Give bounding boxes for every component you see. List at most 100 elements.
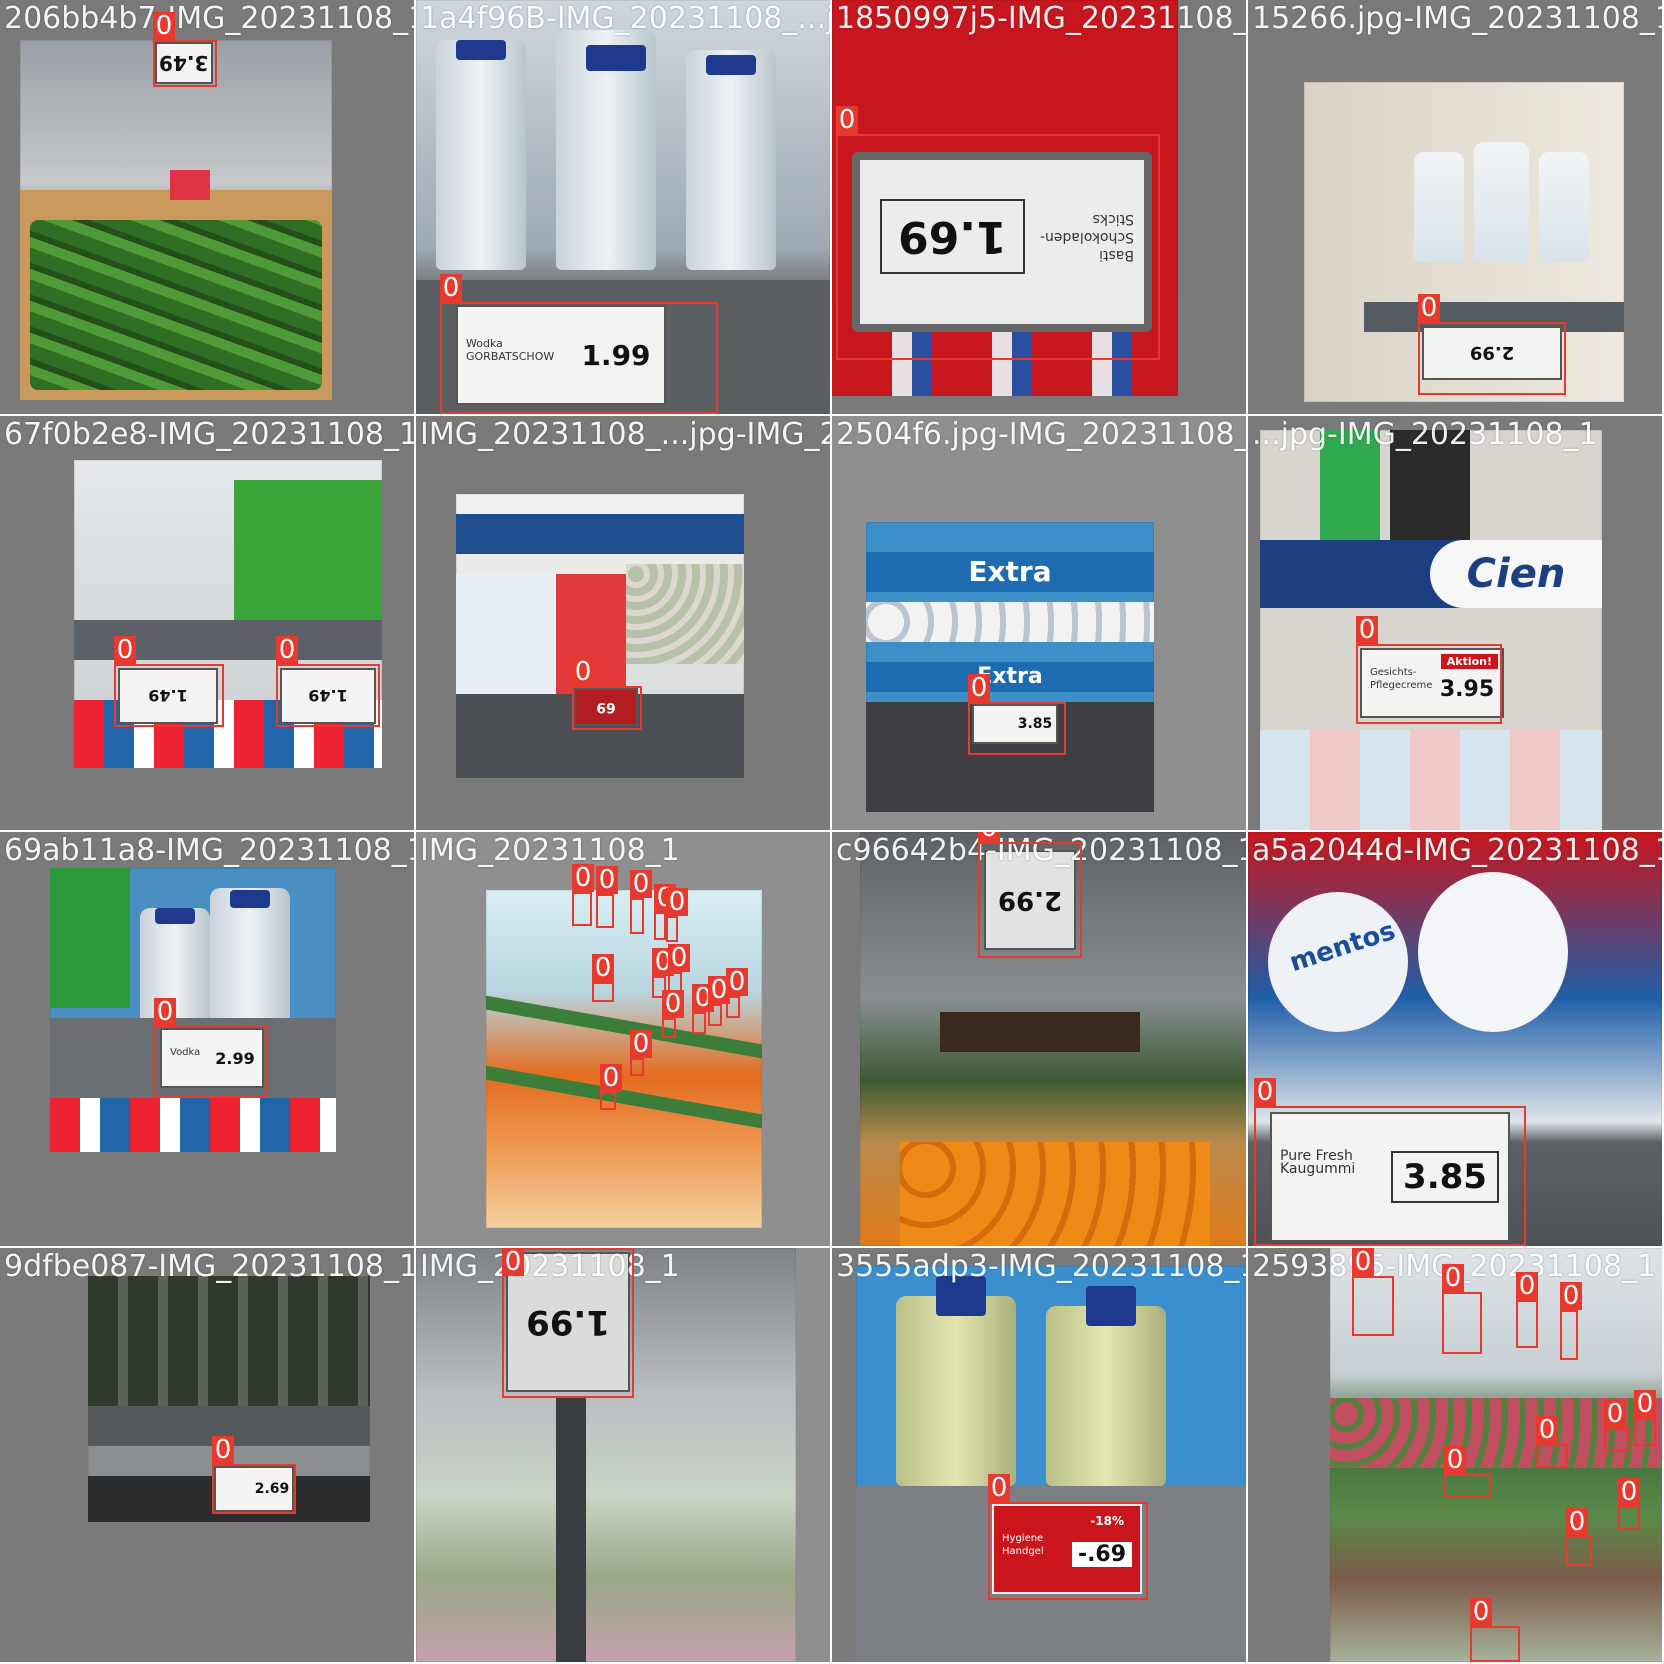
detection-class-label: 0 xyxy=(1352,1248,1374,1276)
photo-jaeger-shelf xyxy=(88,1276,370,1522)
price-label: Pure Fresh Kaugummi 3.85 xyxy=(1270,1112,1510,1242)
tile-filename: 15266.jpg-IMG_20231108_1 xyxy=(1252,1,1664,36)
detection-class-label: 0 xyxy=(114,636,136,664)
tile-filename: 67f0b2e8-IMG_20231108_12475820jpg-IMG_20… xyxy=(4,417,416,452)
detection-box: 0 xyxy=(1442,1264,1482,1354)
photo-extra-gum: Extra Extra xyxy=(866,522,1154,812)
detection-class-label: 0 xyxy=(502,1248,524,1276)
product-name: Hygiene Handgel xyxy=(1002,1533,1044,1557)
detection-class-label: 0 xyxy=(1356,616,1378,644)
detection-class-label: 0 xyxy=(708,976,730,1004)
price-label: Wodka GORBATSCHOW 1.99 xyxy=(456,305,666,405)
price-text: 2.69 xyxy=(254,1481,290,1497)
tile-vodka-rachmaninoff: Vodka 2.99 0 69ab11a8-IMG_20231108_12584… xyxy=(0,832,416,1248)
price-text: -.69 xyxy=(1071,1541,1133,1567)
detection-box: 0 xyxy=(726,968,748,1018)
detection-box: 0 xyxy=(440,274,718,414)
detection-box: 0 xyxy=(1634,1390,1656,1446)
detection-box: 0 xyxy=(1566,1508,1592,1566)
detection-box: 0 xyxy=(630,1030,652,1076)
tile-filename: 206bb4b7-IMG_20231108_164596698-IMG_2023… xyxy=(4,1,414,36)
detection-box: 0 xyxy=(600,1064,622,1110)
photo-vodka xyxy=(50,868,336,1152)
tile-schokoladen-sticks: 1.69 Basti Schokoladen-Sticks 0 1850997j… xyxy=(832,0,1248,416)
photo-cucumbers xyxy=(20,40,332,400)
detection-class-label: 0 xyxy=(154,998,176,1026)
detection-class-label: 0 xyxy=(836,106,858,134)
detection-box: 0 xyxy=(1536,1416,1568,1468)
price-label: Hygiene Handgel -18% -.69 xyxy=(992,1504,1142,1594)
detection-class-label: 0 xyxy=(978,832,1000,842)
detection-box: 0 xyxy=(276,636,380,727)
photo-produce-aisle xyxy=(486,890,762,1228)
tile-filename: IMG_20231108_1 xyxy=(420,833,680,868)
detection-box: 0 xyxy=(1356,616,1502,724)
detection-box: 0 xyxy=(1516,1272,1538,1348)
price-text: 3.85 xyxy=(1391,1151,1499,1203)
detection-box: 0 xyxy=(572,864,594,926)
detection-class-label: 0 xyxy=(1418,294,1440,322)
detection-box: 0 xyxy=(1418,294,1566,395)
detection-box: 0 xyxy=(212,1436,296,1514)
tile-sagrotan: 69 0 IMG_20231108_...jpg-IMG_20231108_1 xyxy=(416,416,832,832)
detection-class-label: 0 xyxy=(440,274,462,302)
brand-banner: Extra xyxy=(866,662,1154,692)
tile-jaeger-shelf: 2.69 0 9dfbe087-IMG_20231108_125692b.jpg… xyxy=(0,1248,416,1664)
detection-box: 0 xyxy=(666,888,688,942)
detection-class-label: 0 xyxy=(572,864,594,892)
detection-box: 0 xyxy=(968,674,1066,755)
price-label: Vodka 2.99 xyxy=(160,1028,264,1088)
photo-cien-shelf: Cien xyxy=(1260,430,1602,830)
price-text: 3.85 xyxy=(1017,716,1053,732)
detection-class-label: 0 xyxy=(630,1030,652,1058)
tile-wodka-gorbatschow: Wodka GORBATSCHOW 1.99 0 1a4f96B-IMG_202… xyxy=(416,0,832,416)
tile-cien-pflegecreme: Cien Gesichts-Pflegecreme Aktion! 3.95 0… xyxy=(1248,416,1664,832)
photo-handgel-vodka xyxy=(856,1266,1246,1660)
detection-class-label: 0 xyxy=(662,990,684,1018)
tile-produce-crates: 0 0 0 0 0 0 0 0 0 0 0 2593895-IMG_202311… xyxy=(1248,1248,1664,1664)
detection-class-label: 0 xyxy=(668,944,690,972)
price-text: 3.95 xyxy=(1439,676,1495,702)
photo-hygiene-gel xyxy=(1304,82,1624,402)
detection-class-label: 0 xyxy=(276,636,298,664)
detection-class-label: 0 xyxy=(1536,1416,1558,1444)
detection-box: 0 xyxy=(1254,1078,1526,1246)
product-name: Vodka xyxy=(170,1047,201,1058)
tile-tictac-gel: 1.49 1.49 0 0 67f0b2e8-IMG_20231108_1247… xyxy=(0,416,416,832)
detection-box: 0 xyxy=(596,866,618,928)
detection-box: 0 xyxy=(1618,1478,1640,1530)
detection-class-label: 0 xyxy=(630,870,652,898)
detection-box: 0 xyxy=(592,954,614,1002)
detection-class-label: 0 xyxy=(600,1064,622,1092)
detection-class-label: 0 xyxy=(726,968,748,996)
detection-box: 0 xyxy=(630,870,652,934)
brand-banner: Cien xyxy=(1260,540,1602,608)
tile-hygiene-gel-shelf: 2.99 0 15266.jpg-IMG_20231108_1 xyxy=(1248,0,1664,416)
tile-hygiene-handgel: Hygiene Handgel -18% -.69 0 3555adp3-IMG… xyxy=(832,1248,1248,1664)
detection-class-label: 0 xyxy=(1444,1446,1466,1474)
detection-class-label: 0 xyxy=(1618,1478,1640,1506)
detection-class-label: 0 xyxy=(1604,1400,1626,1428)
price-text: 1.99 xyxy=(581,338,651,372)
detection-box: 0 xyxy=(692,984,714,1034)
detection-class-label: 0 xyxy=(572,658,594,686)
detection-box: 0 xyxy=(1444,1446,1492,1498)
product-name: Gesichts-Pflegecreme xyxy=(1370,667,1433,691)
tile-cucumbers: 3.49 0 206bb4b7-IMG_20231108_164596698-I… xyxy=(0,0,416,416)
tile-mentos: mentos Pure Fresh Kaugummi 3.85 0 a5a204… xyxy=(1248,832,1664,1248)
detection-box: 0 xyxy=(988,1474,1148,1600)
detection-box: 0 xyxy=(836,106,1160,360)
detection-box: 0 xyxy=(654,884,676,940)
price-label: Gesichts-Pflegecreme Aktion! 3.95 xyxy=(1360,648,1504,718)
detection-box: 0 xyxy=(153,12,217,87)
brand-banner: Extra xyxy=(866,552,1154,592)
detection-class-label: 0 xyxy=(153,12,175,40)
price-text: 2.99 xyxy=(215,1048,255,1068)
tile-produce-aisle: 0 0 0 0 0 0 0 0 0 0 0 0 0 0 IMG_20231108… xyxy=(416,832,832,1248)
tile-filename: IMG_20231108_...jpg-IMG_20231108_1 xyxy=(420,417,832,452)
detection-class-label: 0 xyxy=(1470,1598,1492,1626)
detection-class-label: 0 xyxy=(666,888,688,916)
photo-sagrotan xyxy=(456,494,744,778)
detection-box: 0 xyxy=(154,998,268,1097)
